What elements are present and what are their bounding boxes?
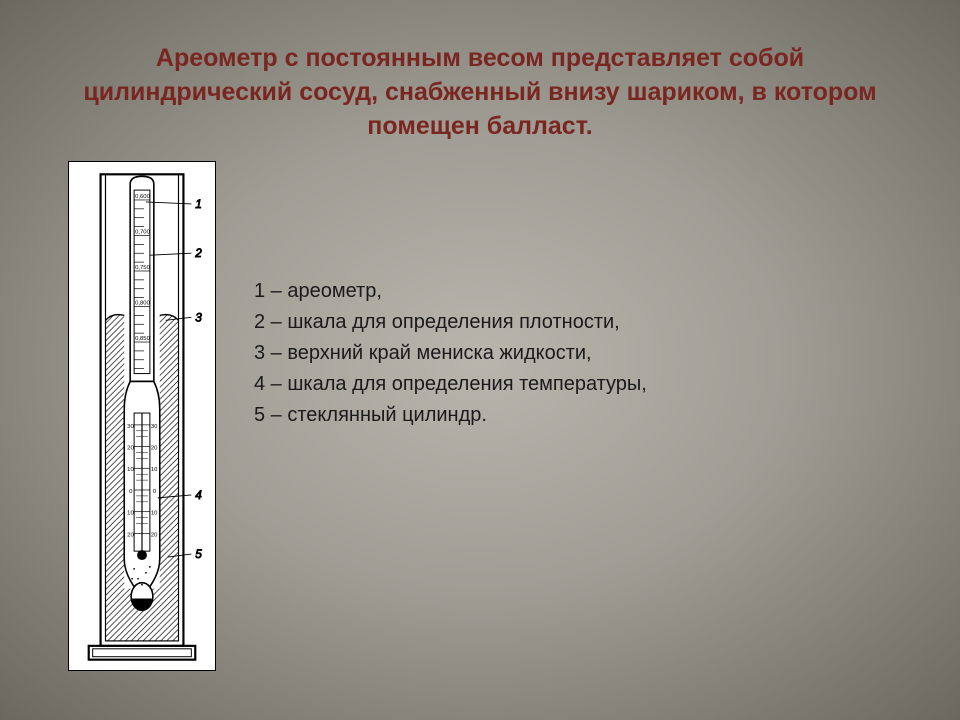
callout-1: 1 (195, 197, 202, 211)
callout-2: 2 (194, 246, 202, 260)
thermo-l-2: 10 (127, 467, 134, 473)
thermo-r-5: 20 (151, 533, 158, 539)
legend-item-1: 1 – ареометр, (254, 276, 647, 306)
density-tick-2: 0,750 (135, 265, 150, 271)
callout-4: 4 (195, 488, 202, 502)
thermo-r-2: 10 (151, 467, 158, 473)
density-tick-4: 0,850 (135, 336, 150, 342)
density-tick-0: 0,600 (135, 194, 150, 200)
legend-list: 1 – ареометр, 2 – шкала для определения … (254, 276, 647, 431)
hydrometer-diagram: 0,600 0,700 0,750 0,800 0,850 (68, 161, 216, 671)
content-row: 0,600 0,700 0,750 0,800 0,850 (50, 161, 910, 671)
thermo-l-4: 10 (127, 511, 134, 517)
legend-item-3: 3 – верхний край мениска жидкости, (254, 338, 647, 368)
legend-item-2: 2 – шкала для определения плотности, (254, 307, 647, 337)
thermo-l-1: 20 (127, 446, 134, 452)
thermo-r-0: 30 (151, 424, 158, 430)
callout-3: 3 (195, 311, 202, 325)
legend-item-5: 5 – стеклянный цилиндр. (254, 400, 647, 430)
thermo-r-1: 20 (151, 446, 158, 452)
legend-item-4: 4 – шкала для определения температуры, (254, 369, 647, 399)
density-tick-3: 0,800 (135, 301, 150, 307)
slide-title: Ареометр с постоянным весом представляет… (50, 42, 910, 143)
callout-5: 5 (195, 547, 202, 561)
density-tick-1: 0,700 (135, 230, 150, 236)
thermo-l-0: 30 (127, 424, 134, 430)
thermo-l-5: 20 (127, 533, 134, 539)
thermo-r-4: 10 (151, 511, 158, 517)
